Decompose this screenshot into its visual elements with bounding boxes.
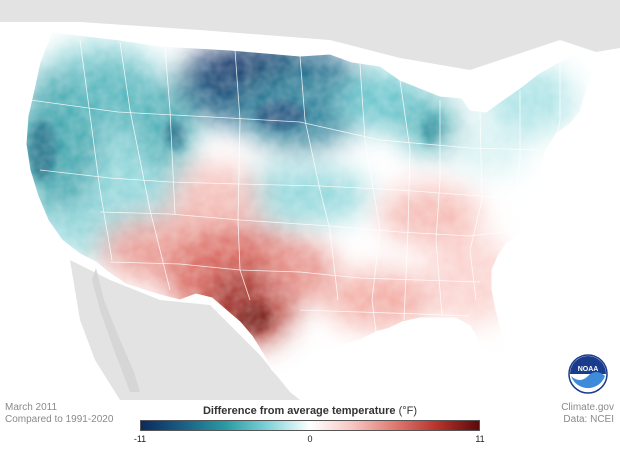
legend-color-bar (140, 420, 480, 431)
baseline-label: Compared to 1991-2020 (5, 414, 114, 425)
map-area (0, 0, 620, 400)
noaa-logo-text: NOAA (578, 366, 599, 373)
baja-peninsula (92, 268, 140, 392)
legend-min-label: -11 (133, 434, 147, 444)
credit-site: Climate.gov (561, 402, 614, 413)
legend-max-label: 11 (475, 434, 485, 444)
footer-right: Climate.gov Data: NCEI (561, 402, 614, 426)
state-borders (29, 39, 561, 333)
credit-data: Data: NCEI (563, 414, 614, 425)
legend-title-text: Difference from average temperature (202, 405, 396, 417)
date-label: March 2011 (5, 402, 58, 413)
footer-left: March 2011 Compared to 1991-2020 (5, 402, 113, 426)
legend-unit: (°F) (398, 405, 418, 417)
noaa-logo: NOAA (568, 354, 608, 394)
us-outline (25, 31, 597, 385)
temperature-anomaly-map (0, 0, 620, 400)
legend-mid-label: 0 (307, 434, 313, 444)
legend-title: Difference from average temperature (°F) (140, 405, 480, 417)
canada-land (0, 0, 620, 70)
anomaly-field (26, 32, 596, 384)
